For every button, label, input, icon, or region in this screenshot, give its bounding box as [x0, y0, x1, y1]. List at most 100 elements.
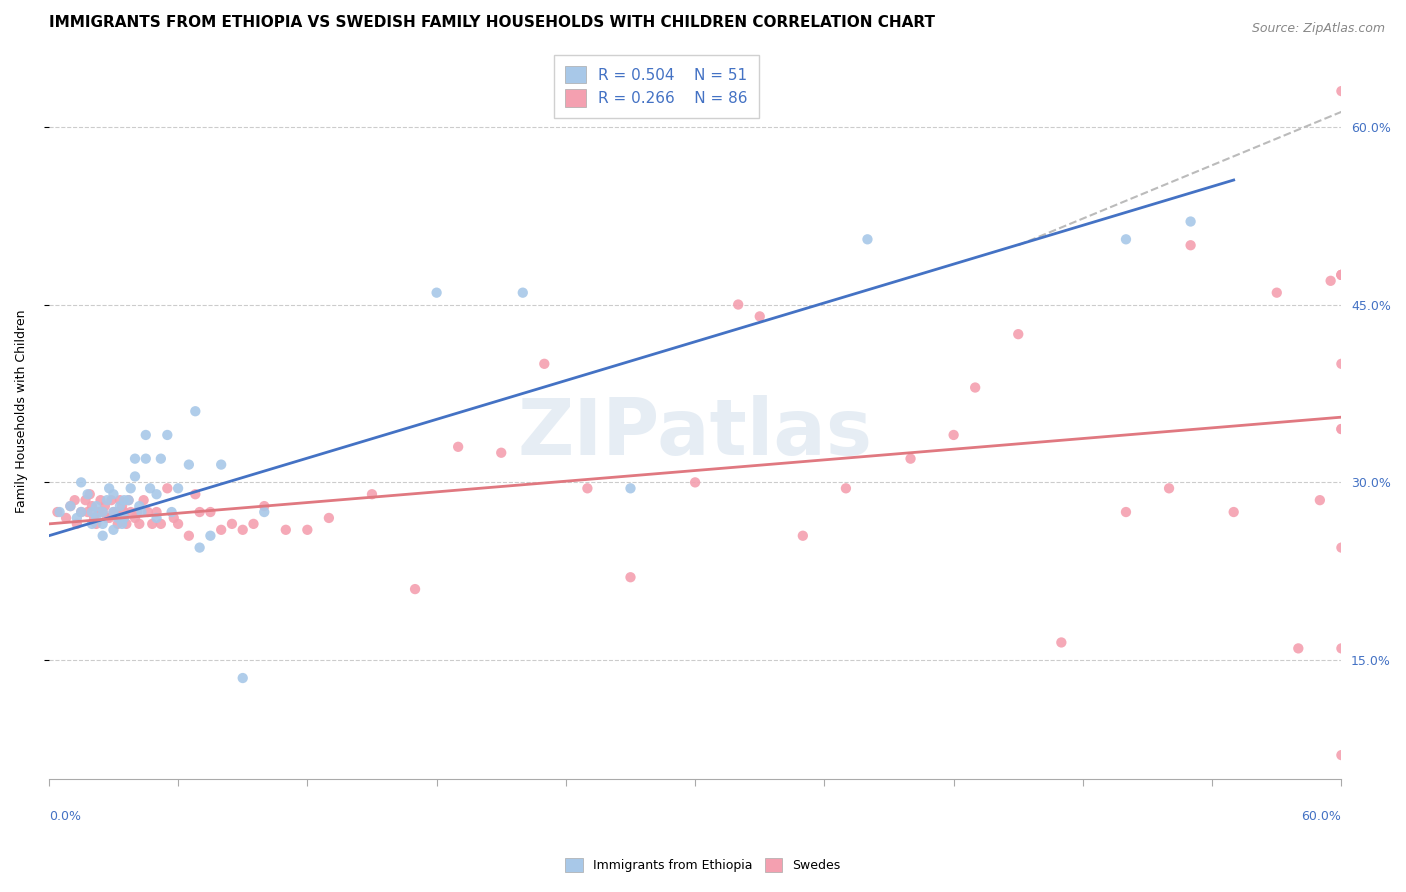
Point [253, 499, 276, 513]
Point [100, 493, 122, 508]
Point [748, 310, 770, 324]
Point [242, 516, 264, 531]
Point [63, 493, 86, 508]
Point [900, 451, 922, 466]
Point [139, 481, 162, 495]
Point [117, 493, 139, 508]
Point [1050, 635, 1073, 649]
Point [83, 511, 105, 525]
Point [98, 481, 121, 495]
Point [59, 499, 82, 513]
Point [942, 428, 965, 442]
Legend: R = 0.504    N = 51, R = 0.266    N = 86: R = 0.504 N = 51, R = 0.266 N = 86 [554, 55, 759, 118]
Point [188, 541, 211, 555]
Point [103, 523, 125, 537]
Point [70, 505, 93, 519]
Point [1330, 268, 1353, 282]
Point [98, 511, 121, 525]
Point [76, 487, 98, 501]
Point [1115, 505, 1137, 519]
Point [124, 451, 146, 466]
Text: Source: ZipAtlas.com: Source: ZipAtlas.com [1251, 22, 1385, 36]
Point [111, 516, 134, 531]
Point [221, 516, 243, 531]
Point [131, 505, 153, 519]
Point [1180, 214, 1202, 228]
Point [145, 487, 167, 501]
Point [184, 487, 207, 501]
Point [200, 505, 222, 519]
Point [120, 505, 142, 519]
Point [835, 481, 858, 495]
Point [404, 582, 426, 596]
Point [1330, 84, 1353, 98]
Text: 60.0%: 60.0% [1302, 811, 1341, 823]
Point [184, 404, 207, 418]
Point [91, 529, 114, 543]
Point [120, 481, 142, 495]
Point [108, 493, 131, 508]
Text: IMMIGRANTS FROM ETHIOPIA VS SWEDISH FAMILY HOUSEHOLDS WITH CHILDREN CORRELATION : IMMIGRANTS FROM ETHIOPIA VS SWEDISH FAMI… [49, 15, 935, 30]
Point [115, 516, 138, 531]
Point [79, 487, 101, 501]
Point [103, 505, 125, 519]
Point [727, 297, 749, 311]
Point [1330, 641, 1353, 656]
Point [1330, 357, 1353, 371]
Point [1330, 541, 1353, 555]
Point [1007, 327, 1029, 342]
Point [136, 505, 159, 519]
Point [145, 505, 167, 519]
Point [209, 523, 232, 537]
Point [619, 570, 641, 584]
Point [94, 499, 117, 513]
Point [80, 499, 103, 513]
Point [108, 499, 131, 513]
Point [619, 481, 641, 495]
Point [209, 458, 232, 472]
Point [107, 516, 129, 531]
Point [1319, 274, 1341, 288]
Point [128, 516, 150, 531]
Point [274, 523, 297, 537]
Point [1309, 493, 1331, 508]
Point [55, 511, 77, 525]
Point [112, 505, 135, 519]
Point [160, 505, 183, 519]
Point [107, 511, 129, 525]
Point [1330, 748, 1353, 763]
Point [683, 475, 706, 490]
Point [253, 505, 276, 519]
Text: 0.0%: 0.0% [49, 811, 80, 823]
Point [87, 505, 110, 519]
Point [84, 511, 107, 525]
Point [135, 428, 157, 442]
Point [149, 516, 172, 531]
Point [177, 458, 200, 472]
Point [1330, 422, 1353, 436]
Point [132, 493, 155, 508]
Point [91, 505, 114, 519]
Point [1222, 505, 1244, 519]
Point [167, 516, 190, 531]
Point [103, 487, 125, 501]
Y-axis label: Family Households with Children: Family Households with Children [15, 310, 28, 513]
Point [46, 505, 69, 519]
Point [103, 505, 125, 519]
Point [533, 357, 555, 371]
Point [91, 505, 114, 519]
Point [59, 499, 82, 513]
Point [112, 511, 135, 525]
Point [84, 499, 107, 513]
Point [117, 493, 139, 508]
Point [1330, 268, 1353, 282]
Point [111, 499, 134, 513]
Point [1330, 268, 1353, 282]
Point [75, 493, 97, 508]
Point [200, 529, 222, 543]
Point [135, 451, 157, 466]
Point [66, 516, 89, 531]
Point [1115, 232, 1137, 246]
Point [163, 511, 186, 525]
Point [297, 523, 319, 537]
